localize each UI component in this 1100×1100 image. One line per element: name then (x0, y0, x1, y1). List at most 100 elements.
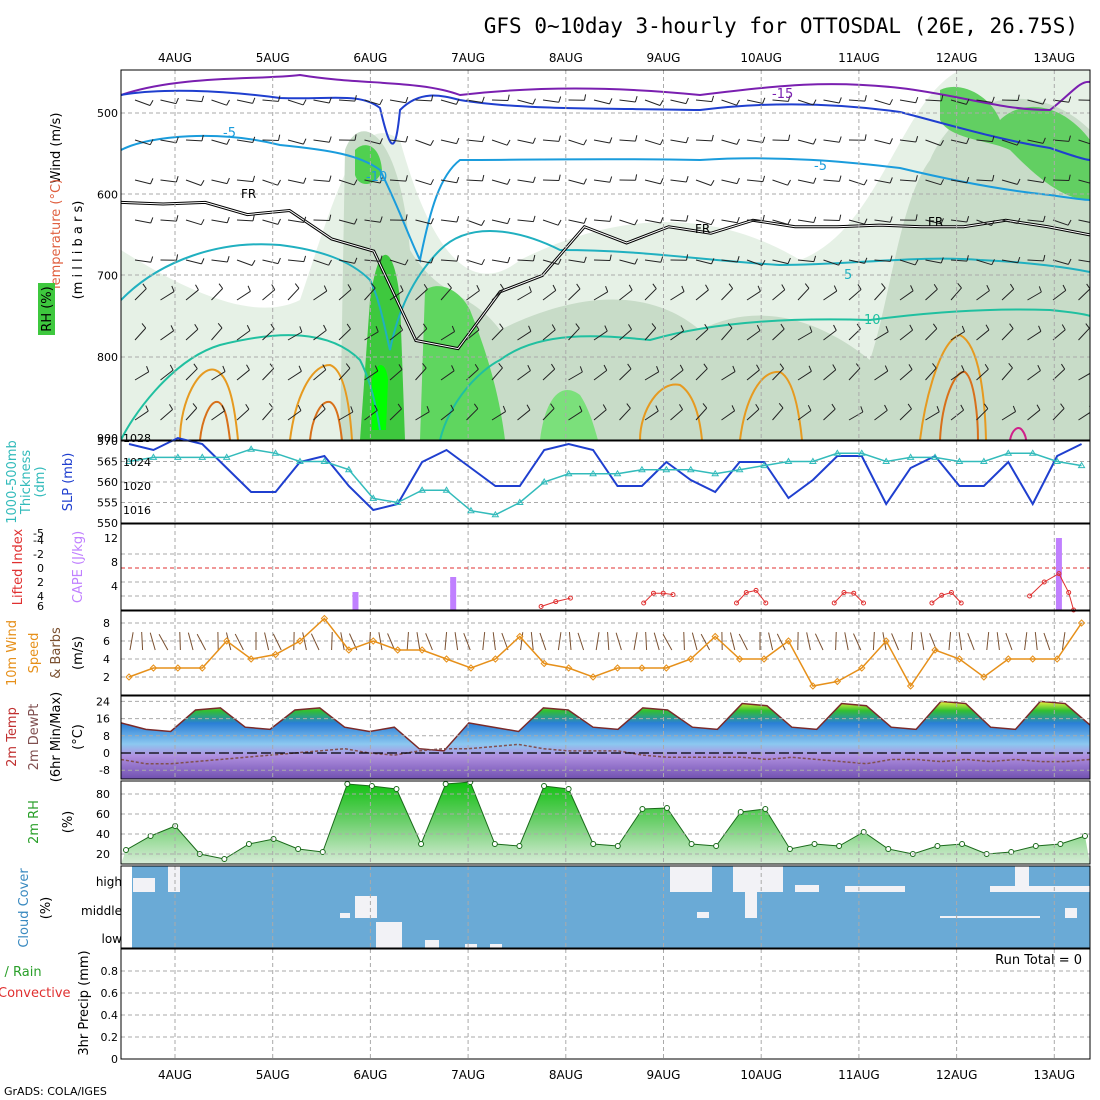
fr-label-1: FR (241, 187, 256, 201)
cloud-panel-frame (120, 865, 1091, 949)
wind-barb-flag (430, 140, 434, 146)
li-point (763, 600, 769, 606)
wind-barb-flag (915, 175, 918, 182)
wind-barb-flag (583, 256, 587, 263)
wind-barb (1027, 219, 1044, 223)
wind-barb (848, 367, 861, 381)
contour-label-m15: -15 (772, 87, 793, 102)
wind-barb-flag (966, 176, 970, 183)
wind-barb-flag (1017, 94, 1020, 101)
wind-barb-flag (245, 403, 250, 410)
wind-barb-flag (1038, 325, 1042, 332)
wind-barb-flag (1042, 254, 1046, 261)
wind-barb-flag (194, 323, 199, 330)
wind-barb (160, 330, 174, 341)
wind-barb (695, 328, 709, 341)
upper-panel-frame (120, 69, 1091, 441)
wind-barb-flag (303, 138, 307, 145)
wind-barb (797, 331, 813, 341)
wind-barb-flag (1060, 403, 1065, 409)
wind-marker (687, 655, 695, 663)
wind-barb-flag (195, 284, 199, 291)
wind-barb-flag (1042, 215, 1046, 222)
wind-barb (976, 368, 989, 381)
wind-barb (925, 179, 941, 186)
wind-barb-flag (447, 282, 452, 289)
wind-barb-flag (299, 326, 303, 333)
rh-legend-swatch (38, 283, 55, 335)
wind-barb-flag (507, 217, 511, 224)
wind-barb-flag (1062, 284, 1067, 291)
lifted-index-line (538, 571, 1077, 613)
wind-barb (797, 219, 814, 223)
wind-barb (287, 259, 304, 263)
wind-barb (364, 179, 381, 184)
wind-barb-flag (426, 405, 430, 412)
wind-barb-flag (328, 259, 332, 266)
cloud-clear-patches (133, 866, 1090, 948)
thickness-marker (979, 457, 988, 464)
wind-barb (899, 329, 913, 341)
wind-barb (160, 369, 174, 381)
wind-barb (338, 367, 351, 381)
wind-barb-flag (1012, 405, 1017, 412)
rh-point (688, 841, 695, 847)
thickness-marker (906, 453, 915, 460)
rh-fill-green-1 (360, 254, 405, 440)
wind-barb-flag (705, 284, 709, 291)
surface-barb (1034, 632, 1038, 651)
y-tick-label: 4 (37, 590, 44, 603)
surface-barb (1061, 632, 1066, 651)
wind-barb-flag (736, 256, 740, 263)
wind-marker (369, 637, 377, 645)
surface-barb (986, 632, 990, 651)
li-point (841, 590, 847, 595)
wind-barb-flag (940, 257, 944, 264)
wind-barb-flag (780, 323, 785, 330)
thickness-marker (686, 465, 695, 473)
li-point (1066, 590, 1072, 595)
wind-barb-flag (532, 137, 536, 144)
wind-barb (1078, 219, 1090, 223)
thickness-marker (369, 494, 378, 501)
wind-barb-flag (966, 255, 969, 262)
wind-barb-flag (656, 365, 660, 372)
wind-barb (313, 219, 330, 222)
thickness-marker (1004, 449, 1013, 456)
y-tick-label: 0.2 (101, 1031, 119, 1044)
thickness-marker (125, 457, 133, 464)
rh-point (295, 846, 302, 852)
wind-barb (1001, 411, 1016, 421)
wind-barb-flag (481, 259, 485, 265)
clear-patch (490, 944, 502, 948)
wind-barb-flag (192, 403, 198, 409)
wind-barb-flag (1094, 218, 1096, 224)
li-point (861, 600, 867, 606)
wind-barb-flag (961, 325, 966, 332)
wind-barb-flag (711, 134, 714, 141)
wind-barb-flag (634, 135, 638, 142)
wind-barb-flag (422, 323, 428, 329)
wind-barb (1027, 139, 1044, 144)
wind-barb-flag (246, 364, 250, 371)
wind-barb-flag (932, 363, 937, 369)
wind-barb-flag (528, 286, 532, 293)
surface-barb (595, 632, 600, 651)
wind-barb (925, 288, 938, 301)
wind-barb-flag (966, 216, 970, 223)
wind-barb-flag (864, 95, 867, 102)
x-tick-label-bottom: 4AUG (158, 1068, 192, 1082)
wind-barb-flag (813, 138, 817, 145)
wind-barb-flag (884, 404, 888, 411)
wind-marker (516, 632, 524, 641)
wind-barb (517, 330, 532, 341)
wind-barb (619, 407, 631, 421)
wind-barb (899, 290, 914, 301)
wind-barb-flag (755, 403, 760, 410)
wind-barb-flag (322, 364, 327, 370)
wind-barb (695, 179, 712, 186)
thickness-marker (149, 453, 158, 460)
wind-barb (364, 331, 379, 341)
wind-marker (564, 664, 573, 672)
